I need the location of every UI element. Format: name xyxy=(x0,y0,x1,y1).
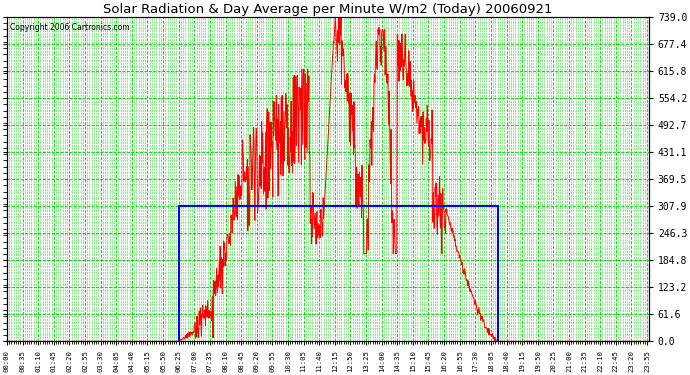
Text: Copyright 2006 Cartronics.com: Copyright 2006 Cartronics.com xyxy=(10,23,130,32)
Title: Solar Radiation & Day Average per Minute W/m2 (Today) 20060921: Solar Radiation & Day Average per Minute… xyxy=(103,3,553,16)
